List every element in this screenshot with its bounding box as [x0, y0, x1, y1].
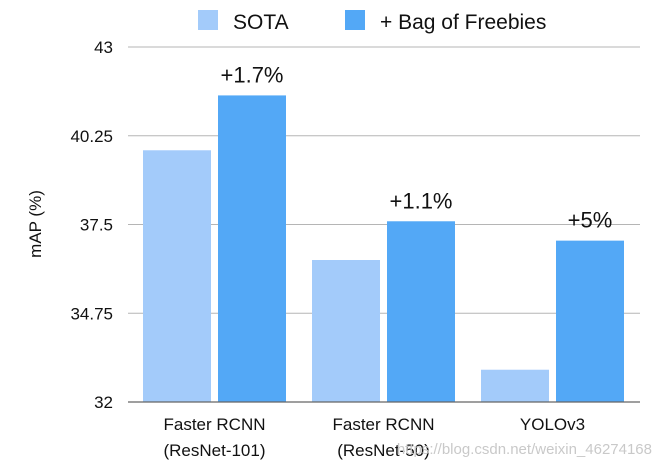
y-tick-label: 37.5 — [80, 216, 113, 235]
y-tick-label: 43 — [94, 38, 113, 57]
legend-label-bag-of-freebies: + Bag of Freebies — [380, 11, 546, 34]
y-tick-label: 34.75 — [70, 304, 113, 323]
legend-swatch-bag-of-freebies — [345, 10, 365, 30]
y-axis-label: mAP (%) — [26, 190, 45, 258]
legend: SOTA + Bag of Freebies — [198, 10, 546, 34]
x-tick-label: YOLOv3 — [520, 415, 585, 434]
bar-sota — [312, 260, 380, 402]
y-tick-label: 32 — [94, 393, 113, 412]
x-tick-label: (ResNet-50) — [337, 441, 430, 460]
x-tick-label: Faster RCNN — [332, 415, 434, 434]
bar-sota — [143, 150, 211, 402]
x-tick-label: (ResNet-101) — [163, 441, 265, 460]
bars — [143, 95, 624, 402]
legend-swatch-sota — [198, 10, 218, 30]
bar-bag-of-freebies — [218, 95, 286, 402]
data-label-improvement: +5% — [568, 208, 613, 233]
data-label-improvement: +1.7% — [221, 62, 284, 87]
bar-sota — [481, 369, 549, 402]
bar-bag-of-freebies — [387, 221, 455, 402]
watermark: https://blog.csdn.net/weixin_46274168 — [397, 441, 652, 458]
y-tick-label: 40.25 — [70, 127, 113, 146]
labels: 32 34.75 37.5 40.25 43 +1.7% Faster RCNN (ResNe… — [70, 38, 612, 460]
bar-bag-of-freebies — [556, 240, 624, 402]
data-label-improvement: +1.1% — [390, 188, 453, 213]
legend-label-sota: SOTA — [233, 11, 289, 34]
x-tick-label: Faster RCNN — [163, 415, 265, 434]
grid-lines — [128, 46, 640, 314]
